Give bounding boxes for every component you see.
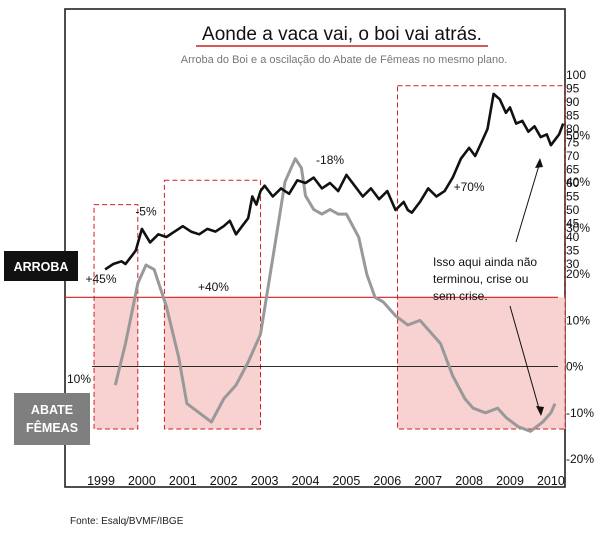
- annotation-line-3: sem crise.: [433, 289, 488, 303]
- arroba-tick: 80: [566, 122, 580, 136]
- arroba-tick: 65: [566, 163, 580, 177]
- chart-title: Aonde a vaca vai, o boi vai atrás.: [202, 24, 482, 45]
- highlight-box-2: [397, 85, 566, 430]
- arroba-tick: 35: [566, 244, 580, 258]
- period-label: -18%: [316, 153, 344, 167]
- period-label: -5%: [135, 204, 157, 218]
- year-tick: 1999: [87, 474, 115, 488]
- annotation-arrow-up: [515, 161, 541, 243]
- series-abate-femeas: [113, 157, 557, 433]
- year-tick: 2008: [455, 474, 483, 488]
- highlight-boxes: [93, 85, 566, 430]
- annotation-arrowhead-up: [535, 158, 543, 168]
- year-tick: 2002: [210, 474, 238, 488]
- abate-badge: [14, 393, 90, 445]
- abate-axis-ticks: -20% -10% 0% 10% 20% 30% 40% 50%: [566, 129, 594, 466]
- annotation-arrowhead-down: [536, 406, 544, 416]
- abate-tick: 0%: [566, 360, 584, 374]
- abate-tick: 40%: [566, 175, 590, 189]
- year-tick: 2000: [128, 474, 156, 488]
- year-tick: 2009: [496, 474, 524, 488]
- period-label: +70%: [454, 180, 485, 194]
- abate-tick: -20%: [566, 452, 594, 466]
- source-note: Fonte: Esalq/BVMF/IBGE: [70, 516, 184, 527]
- arroba-tick: 40: [566, 230, 580, 244]
- arroba-tick: 45: [566, 217, 580, 231]
- abate-tick: -10%: [566, 406, 594, 420]
- chart-subtitle: Arroba do Boi e a oscilação do Abate de …: [181, 54, 508, 66]
- year-tick: 2007: [414, 474, 442, 488]
- highlight-box-1: [163, 179, 262, 430]
- year-tick: 2006: [373, 474, 401, 488]
- x-axis-ticks: 1999 2000 2001 2002 2003 2004 2005 2006 2007 2008…: [87, 474, 565, 488]
- period-label: +40%: [198, 280, 229, 294]
- arroba-tick: 100: [566, 68, 586, 82]
- year-tick: 2001: [169, 474, 197, 488]
- abate-tick: 30%: [566, 221, 590, 235]
- abate-tick: 50%: [566, 129, 590, 143]
- abate-tick: 20%: [566, 267, 590, 281]
- arroba-tick: 85: [566, 109, 580, 123]
- arroba-tick: 60: [566, 176, 580, 190]
- year-tick: 2005: [332, 474, 360, 488]
- arroba-tick: 30: [566, 257, 580, 271]
- series-lines: [104, 92, 565, 433]
- annotation-line-1: Isso aqui ainda não: [433, 255, 537, 269]
- abate-badge-label-1: ABATE: [31, 403, 73, 417]
- arroba-tick: 50: [566, 203, 580, 217]
- year-tick: 2003: [251, 474, 279, 488]
- arroba-tick: 75: [566, 136, 580, 150]
- abate-tick: 10%: [566, 313, 590, 327]
- arroba-tick: 55: [566, 190, 580, 204]
- reference-lines: [65, 296, 558, 368]
- year-tick: 2010: [537, 474, 565, 488]
- arroba-badge: [4, 251, 78, 281]
- annotation-line-2: terminou, crise ou: [433, 272, 528, 286]
- annotation-callout: Isso aqui ainda não terminou, crise ou s…: [433, 158, 544, 416]
- ten-percent-label: 10%: [67, 372, 91, 386]
- arroba-tick: 70: [566, 149, 580, 163]
- series-arroba: [104, 92, 565, 271]
- year-tick: 2004: [292, 474, 320, 488]
- period-annotations: +45% -5% +40% -18% +70%: [85, 153, 484, 294]
- arroba-tick: 95: [566, 82, 580, 96]
- abate-badge-label-2: FÊMEAS: [26, 420, 78, 435]
- period-label: +45%: [85, 272, 116, 286]
- highlight-box-0: [93, 204, 139, 430]
- annotation-arrow-down: [509, 305, 541, 413]
- arroba-tick: 90: [566, 95, 580, 109]
- arroba-badge-label: ARROBA: [14, 260, 69, 274]
